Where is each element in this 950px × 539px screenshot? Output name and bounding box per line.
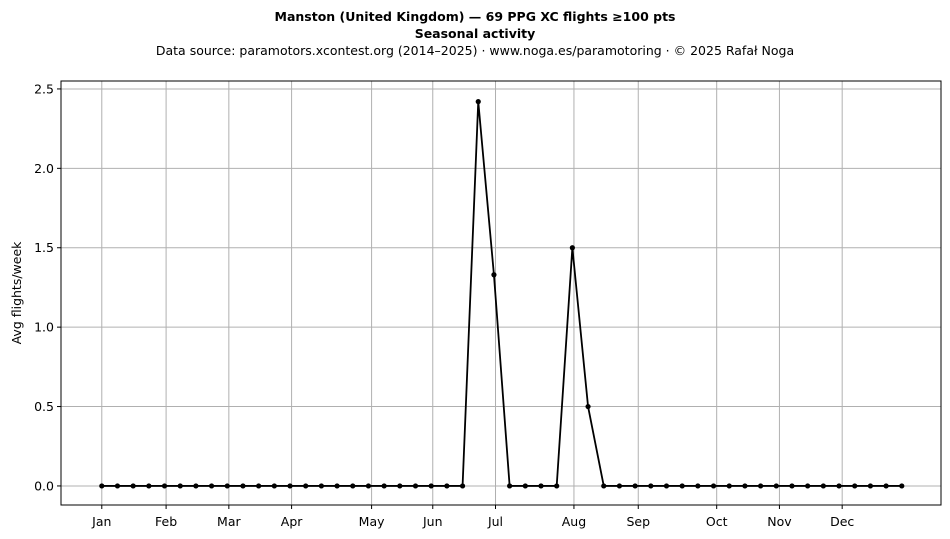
data-point: [820, 483, 826, 489]
data-point: [758, 483, 764, 489]
x-tick-label: Dec: [830, 514, 854, 529]
data-point: [616, 483, 623, 489]
data-point: [789, 483, 795, 489]
data-point: [695, 483, 701, 489]
data-point: [334, 483, 340, 489]
data-point: [208, 483, 215, 489]
data-point: [381, 483, 387, 489]
data-point: [679, 483, 685, 489]
data-point: [177, 483, 183, 489]
x-tick-label: Feb: [155, 514, 177, 529]
x-tick-label: Jan: [91, 514, 111, 529]
data-point: [271, 483, 277, 489]
data-point: [648, 483, 654, 489]
data-point: [161, 483, 168, 489]
data-point: [475, 99, 481, 105]
x-tick-label: Nov: [767, 514, 792, 529]
y-axis-label: Avg flights/week: [9, 241, 24, 345]
y-tick-label: 0.0: [34, 478, 54, 493]
data-point: [240, 483, 246, 489]
data-point: [632, 483, 638, 489]
data-point: [193, 483, 199, 489]
y-tick-label: 0.5: [34, 399, 54, 414]
series-line-group: [99, 99, 905, 489]
x-tick-label: Mar: [217, 514, 241, 529]
x-tick-label: Apr: [281, 514, 303, 529]
axes: Jan Feb Mar Apr May Jun Jul Aug Sep Oct Nov Dec 0.0 0…: [34, 81, 854, 529]
data-point: [883, 483, 889, 489]
data-point: [444, 483, 450, 489]
data-point: [130, 483, 136, 489]
data-point: [397, 483, 403, 489]
data-point: [773, 483, 779, 489]
data-point: [491, 272, 497, 278]
y-tick-label: 2.5: [34, 81, 54, 96]
data-point: [867, 483, 874, 489]
data-point: [585, 403, 591, 410]
data-point: [726, 483, 732, 489]
data-point: [459, 483, 466, 489]
data-point: [365, 483, 372, 489]
data-point: [412, 483, 419, 489]
data-point: [99, 483, 105, 489]
data-point: [663, 483, 670, 489]
y-tick-label: 1.0: [34, 320, 54, 335]
series-line: [101, 100, 902, 487]
data-point: [350, 483, 356, 489]
chart-subtitle: Seasonal activity: [414, 26, 536, 41]
data-point: [899, 483, 905, 489]
y-tick-label: 1.5: [34, 240, 54, 255]
grid-lines: [61, 81, 941, 505]
data-point: [224, 483, 230, 489]
data-point: [318, 483, 324, 489]
data-point: [554, 483, 560, 489]
data-point: [836, 483, 842, 489]
data-source-note: Data source: paramotors.xcontest.org (20…: [155, 43, 795, 58]
data-point: [114, 483, 121, 489]
x-tick-label: Jul: [487, 514, 503, 529]
x-tick-label: Aug: [562, 514, 586, 529]
data-point: [569, 245, 575, 251]
x-tick-label: Jun: [422, 514, 443, 529]
data-point: [601, 483, 607, 489]
data-point: [852, 483, 858, 489]
data-point: [805, 483, 811, 489]
data-point: [507, 483, 513, 489]
y-tick-label: 2.0: [34, 161, 54, 176]
data-point: [710, 483, 717, 489]
plot-frame: [60, 80, 942, 506]
data-point: [522, 483, 528, 489]
data-point: [538, 483, 544, 489]
data-point: [303, 483, 309, 489]
data-point: [146, 483, 152, 489]
x-tick-label: Sep: [626, 514, 650, 529]
data-point: [287, 483, 293, 489]
chart-title: Manston (United Kingdom) — 69 PPG XC fli…: [274, 9, 676, 24]
x-tick-label: Oct: [706, 514, 728, 529]
data-point: [428, 483, 434, 489]
data-point: [256, 483, 262, 489]
data-point: [742, 483, 748, 489]
x-tick-label: May: [359, 514, 385, 529]
